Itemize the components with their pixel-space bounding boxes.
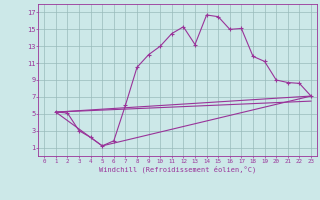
X-axis label: Windchill (Refroidissement éolien,°C): Windchill (Refroidissement éolien,°C)	[99, 165, 256, 173]
